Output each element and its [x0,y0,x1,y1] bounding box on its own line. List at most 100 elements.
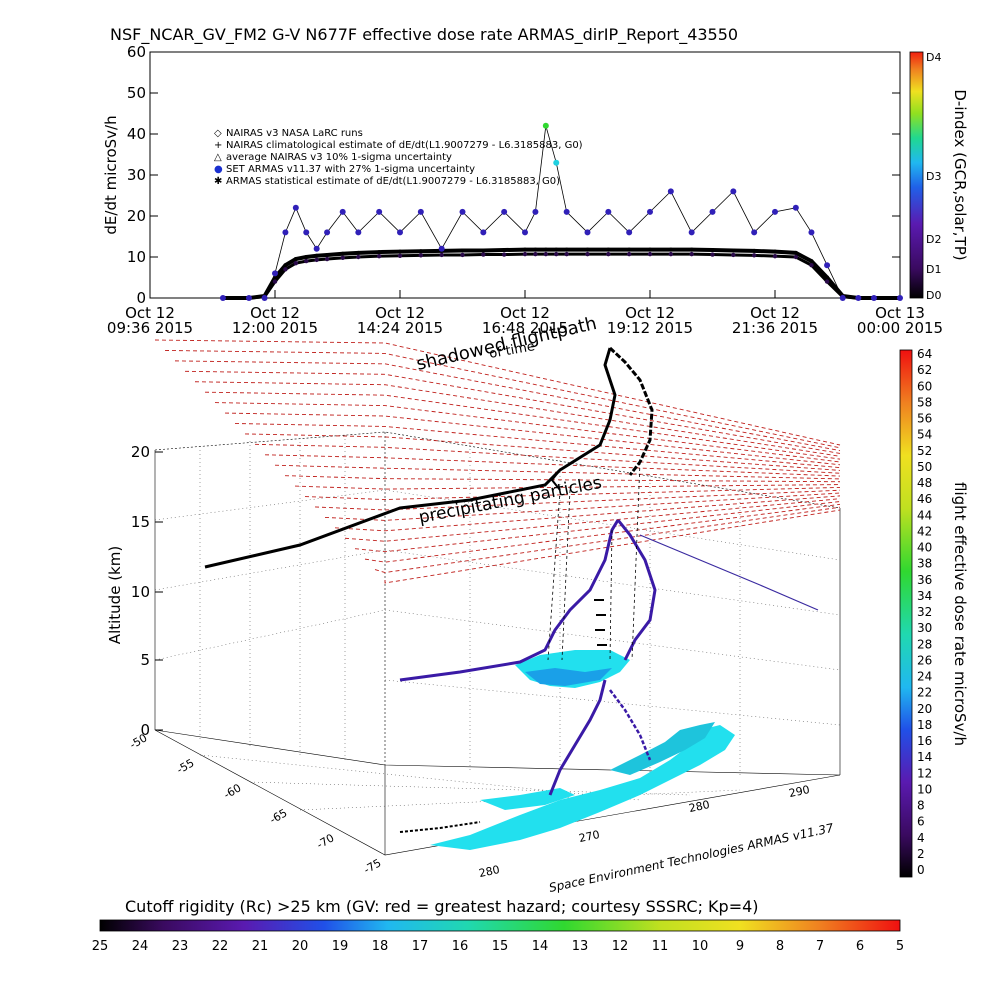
dose-rate-tick-label: 42 [917,524,932,538]
series-point [523,247,527,252]
series-point [793,250,798,255]
series-point [418,249,423,254]
dose-rate-tick-label: 14 [917,750,932,764]
series-point [667,188,674,195]
dose-rate-tick-label: 64 [917,347,932,361]
hazard-line [254,443,841,474]
cutoff-tick-label: 13 [572,939,589,954]
series-point [626,229,633,236]
dose-rate-tick-label: 18 [917,718,932,732]
legend-label: NAIRAS v3 NASA LaRC runs [226,128,363,139]
series-point [340,255,345,261]
cutoff-colorbar [99,919,901,932]
dose-rate-tick-label: 26 [917,653,932,667]
series-point [647,251,653,257]
map-fill-detail [610,722,715,775]
top-y-tick-label: 0 [136,289,146,307]
series-point [543,247,548,252]
series-point [356,254,361,260]
series-point [543,251,549,257]
chart-title: NSF_NCAR_GV_FM2 G-V N677F effective dose… [110,25,738,45]
series-point [313,245,320,252]
legend-symbol: ◇ [214,128,222,139]
series-point [245,295,252,301]
lon-tick-label: 280 [478,863,501,880]
hazard-line [154,339,841,446]
series-point [324,256,330,262]
series-point [481,252,486,257]
series-point [314,253,319,258]
z-tick-label: 10 [131,583,150,601]
series-point [304,255,309,259]
dose-rate-tick-label: 24 [917,670,932,684]
hazard-grid [154,339,841,584]
series-point [897,295,903,301]
top-x-tick-date: Oct 12 [250,304,300,322]
lon-tick-label: 290 [788,783,811,800]
z-tick-label: 0 [140,721,150,739]
hazard-line [344,498,841,542]
box-wireframe [154,431,841,856]
d-index-colorbar [909,51,924,299]
series-point [304,258,309,264]
dose-rate-tick-label: 34 [917,589,932,603]
map-region [430,650,735,850]
dose-rate-tick-label: 38 [917,557,932,571]
series-point [668,247,673,252]
dose-rate-tick-label: 60 [917,379,932,393]
dose-rate-tick-label: 32 [917,605,932,619]
cutoff-tick-label: 15 [492,939,509,954]
top-x-tick-date: Oct 12 [500,304,550,322]
series-point [459,208,466,215]
series-point [554,251,559,257]
series-point [584,229,591,236]
d-index-tick-label: D1 [926,263,941,276]
dose-rate-tick-label: 0 [917,863,925,877]
drop-ticks [594,599,607,646]
series-point [438,245,445,252]
lat-tick-label: -55 [174,756,196,776]
top-y-tick-label: 30 [127,166,146,184]
flight-track-east [639,534,819,611]
hazard-line [244,433,841,471]
cutoff-tick-label: 11 [652,939,669,954]
hazard-line [334,495,841,532]
cutoff-tick-label: 25 [92,939,109,954]
hazard-line [294,484,841,490]
series-point [606,251,611,257]
series-point [809,263,814,268]
top-x-tick-date: Oct 13 [875,304,925,322]
series-point [376,253,382,259]
series-point [356,250,361,255]
d-index-tick-label: D0 [926,289,941,302]
series-point [522,251,528,257]
series-point [585,247,590,252]
dose-rate-tick-label: 46 [917,492,932,506]
series-point [533,247,538,252]
hazard-line [214,402,841,463]
series-point [689,247,694,252]
series-point [376,208,383,215]
dose-rate-tick-label: 8 [917,799,925,813]
cutoff-tick-label: 16 [452,939,469,954]
legend-label: NAIRAS climatological estimate of dE/dt(… [226,140,583,151]
dose-rate-tick-label: 30 [917,621,932,635]
dose-rate-tick-label: 44 [917,508,932,522]
series-point [340,251,345,256]
cutoff-tick-label: 5 [896,939,904,954]
dose-rate-tick-label: 58 [917,395,932,409]
hazard-line [234,423,841,469]
series-point [553,159,560,166]
cutoff-tick-label: 22 [212,939,229,954]
series-point [627,247,632,252]
series-point [502,248,507,253]
series-point [731,248,736,253]
series-point [480,229,487,236]
series-point [648,247,652,252]
flight-track-group [399,519,819,833]
hazard-line [364,503,841,563]
top-y-tick-label: 40 [127,125,146,143]
dose-rate-tick-label: 62 [917,363,932,377]
flight-track-lower [548,679,607,796]
